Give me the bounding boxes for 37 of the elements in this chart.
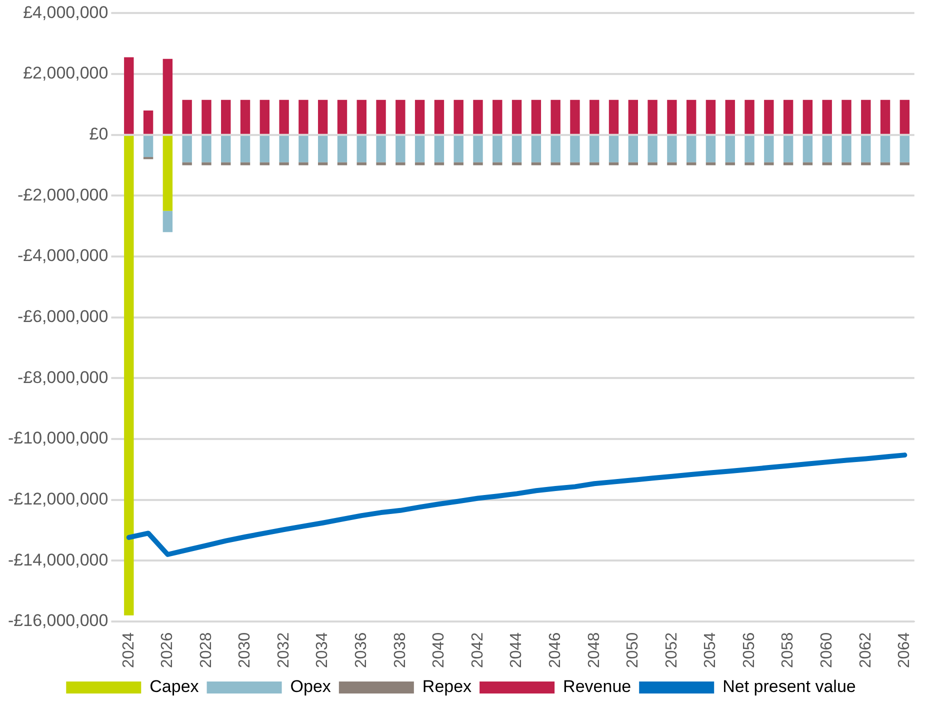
x-tick-label: 2046 — [546, 632, 564, 668]
y-tick-label: -£8,000,000 — [17, 368, 108, 387]
x-tick-label: 2030 — [236, 632, 254, 668]
y-tick-label: £2,000,000 — [23, 64, 108, 83]
legend-label: Opex — [290, 677, 332, 696]
x-tick-label: 2038 — [392, 632, 409, 668]
legend-label: Repex — [422, 677, 472, 696]
x-tick-label: 2034 — [314, 632, 332, 668]
y-tick-label: -£10,000,000 — [8, 428, 108, 448]
x-tick-label: 2064 — [896, 632, 914, 668]
x-tick-label: 2054 — [702, 632, 720, 668]
x-tick-label: 2032 — [275, 632, 292, 668]
x-tick-label: 2040 — [430, 632, 448, 668]
x-tick-label: 2048 — [586, 632, 603, 668]
y-tick-label: £0 — [89, 124, 108, 144]
y-tick-label: -£4,000,000 — [17, 246, 108, 266]
x-tick-label: 2044 — [508, 632, 526, 668]
legend-label: Net present value — [722, 677, 856, 696]
x-tick-label: 2062 — [857, 632, 874, 668]
x-tick-label: 2024 — [120, 632, 138, 668]
legend-label: Revenue — [563, 677, 632, 696]
x-tick-label: 2026 — [159, 632, 176, 668]
x-tick-label: 2056 — [740, 632, 758, 668]
x-tick-label: 2052 — [663, 632, 680, 668]
y-tick-label: -£12,000,000 — [8, 489, 108, 508]
y-tick-label: -£14,000,000 — [8, 550, 108, 570]
x-tick-label: 2050 — [624, 632, 642, 668]
y-tick-label: -£6,000,000 — [17, 306, 108, 326]
x-tick-label: 2028 — [198, 632, 215, 668]
legend-label: Capex — [150, 677, 200, 696]
y-tick-label: £4,000,000 — [23, 2, 108, 22]
x-tick-label: 2042 — [469, 632, 486, 668]
y-tick-label: -£16,000,000 — [8, 611, 108, 630]
x-tick-label: 2060 — [818, 632, 836, 668]
x-tick-label: 2058 — [780, 632, 797, 668]
y-tick-label: -£2,000,000 — [17, 185, 108, 204]
x-tick-label: 2036 — [353, 632, 370, 668]
